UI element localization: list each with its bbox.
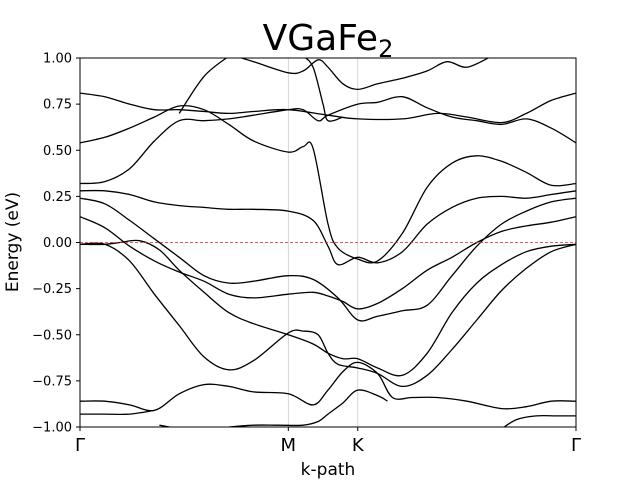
band-line-11: [228, 389, 388, 427]
band-line-0: [80, 92, 576, 124]
band-line-10: [159, 424, 173, 427]
chart-title-main: VGaFe: [263, 18, 378, 59]
x-tick-label-3: Γ: [571, 435, 581, 456]
y-tick-label-3: −0.25: [32, 282, 72, 297]
band-line-4: [80, 197, 576, 322]
y-tick-label-0: −1.00: [32, 421, 72, 436]
y-tick-label-2: −0.50: [32, 328, 72, 343]
x-tick-label-0: Γ: [75, 435, 85, 456]
y-tick-label-7: 0.75: [43, 98, 72, 113]
band-line-12: [503, 414, 576, 427]
band-line-7: [80, 242, 576, 388]
band-line-15: [304, 58, 344, 122]
chart-title-subscript: 2: [378, 35, 393, 63]
band-line-2: [80, 95, 576, 185]
bands-group: [80, 58, 576, 427]
band-line-1: [80, 104, 576, 264]
band-line-3: [80, 189, 576, 266]
band-line-5: [80, 216, 576, 310]
y-axis-label: Energy (eV): [3, 192, 23, 292]
band-line-8: [80, 361, 576, 412]
y-tick-label-8: 1.00: [43, 52, 72, 67]
y-tick-label-4: 0.00: [43, 236, 72, 251]
band-line-9: [80, 409, 155, 416]
band-line-13: [239, 58, 490, 91]
y-tick-label-5: 0.25: [43, 190, 72, 205]
y-tick-label-6: 0.50: [43, 144, 72, 159]
x-tick-label-1: M: [281, 435, 297, 456]
chart-title: VGaFe2: [263, 18, 394, 63]
y-tick-label-1: −0.75: [32, 374, 72, 389]
x-tick-label-2: K: [352, 435, 365, 456]
band-line-14: [178, 58, 228, 114]
plot-area: −1.00 −0.75 −0.50 −0.25 0.00 0.25 0.50 0.75 1.00…: [32, 52, 581, 457]
x-axis-label: k-path: [301, 460, 356, 480]
